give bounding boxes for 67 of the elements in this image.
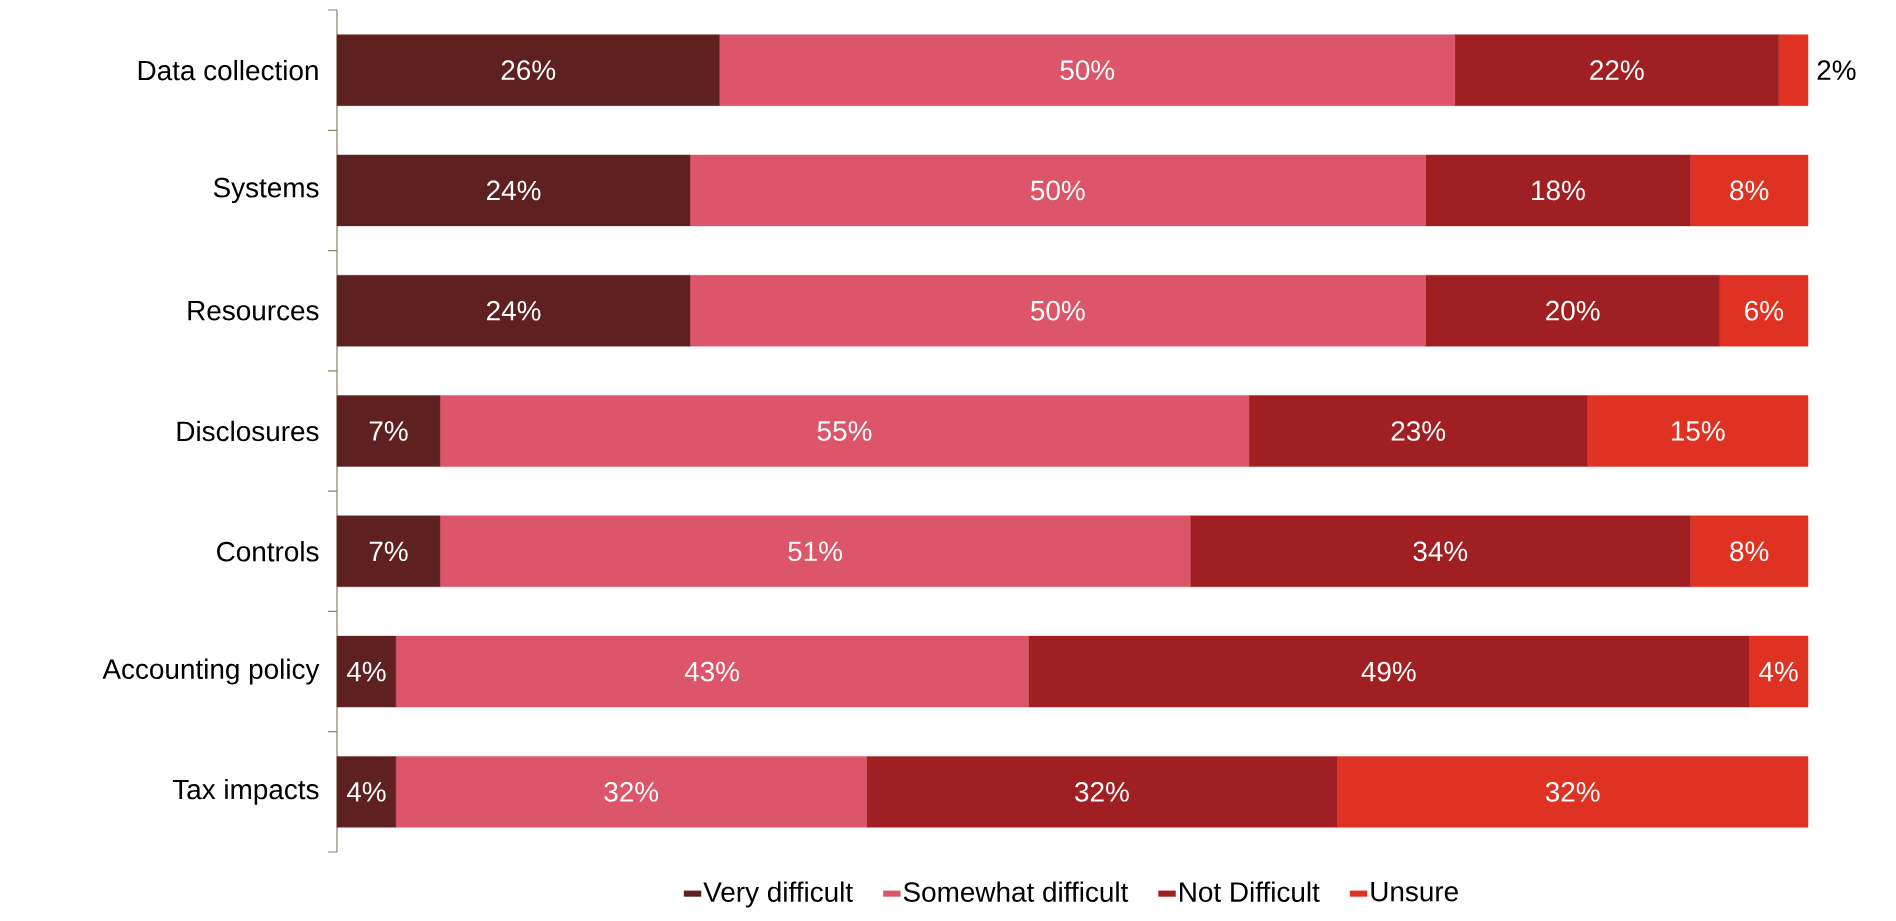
data-label: 50% — [1031, 180, 1085, 201]
y-tick-label: Resources — [188, 300, 319, 321]
bar — [1248, 395, 1588, 467]
bar — [1425, 154, 1691, 227]
data-label: 6% — [1745, 300, 1784, 321]
bar — [439, 515, 1191, 587]
data-label: 8% — [1730, 180, 1769, 201]
data-label: 4% — [1759, 661, 1798, 682]
bar — [1337, 756, 1809, 828]
data-label: 8% — [1730, 541, 1769, 562]
data-label: 50% — [1060, 60, 1115, 80]
data-label: 24% — [487, 300, 541, 321]
bar — [1028, 635, 1750, 708]
data-label: 43% — [684, 661, 740, 682]
data-label: 7% — [369, 421, 408, 441]
legend-label: Unsure — [1371, 881, 1458, 902]
data-label: 18% — [1532, 180, 1585, 201]
data-label: 51% — [788, 541, 842, 562]
bar — [1778, 34, 1809, 106]
bar — [336, 515, 441, 587]
data-label: 26% — [501, 60, 556, 80]
y-tick-label: Data collection — [138, 59, 318, 81]
bar — [395, 635, 1029, 708]
bar — [1690, 515, 1809, 587]
bar — [719, 34, 1456, 106]
legend-label: Somewhat difficult — [903, 881, 1129, 902]
bar — [336, 635, 397, 708]
data-label: 4% — [346, 782, 386, 802]
bar — [1690, 154, 1809, 227]
legend-label: Not Difficult — [1180, 881, 1320, 902]
bar — [336, 756, 397, 828]
data-label: 50% — [1031, 300, 1085, 321]
data-label: 7% — [369, 541, 408, 562]
y-tick-label: Controls — [217, 541, 319, 562]
data-label: 20% — [1546, 300, 1600, 321]
data-label: 22% — [1590, 60, 1644, 80]
bar — [689, 154, 1426, 227]
bar — [689, 275, 1426, 347]
bar — [1425, 275, 1720, 347]
bar — [336, 34, 720, 106]
bar — [1189, 515, 1691, 587]
bar — [439, 395, 1250, 467]
bar — [1587, 395, 1809, 467]
bar — [1719, 275, 1809, 347]
data-label: 15% — [1671, 421, 1725, 441]
y-tick-label: Accounting policy — [102, 658, 320, 685]
data-label: 23% — [1391, 421, 1446, 441]
data-label: 34% — [1413, 541, 1468, 562]
data-label: 24% — [487, 180, 541, 201]
data-label: 32% — [604, 781, 659, 802]
bar — [336, 395, 441, 467]
bar — [1454, 34, 1779, 106]
legend-label: Very difficult — [703, 881, 853, 908]
bar — [336, 154, 691, 227]
data-label: 2% — [1817, 60, 1856, 80]
data-label: 32% — [1545, 781, 1600, 802]
y-tick-label: Disclosures — [177, 420, 319, 442]
y-tick-label: Tax impacts — [172, 778, 319, 805]
data-label: 49% — [1361, 661, 1416, 682]
y-tick-label: Systems — [213, 177, 319, 204]
data-label: 32% — [1075, 781, 1129, 802]
bar — [336, 275, 691, 347]
data-label: 4% — [346, 661, 386, 682]
bar — [866, 756, 1338, 828]
bar — [1748, 635, 1809, 708]
data-label: 55% — [817, 421, 872, 441]
bar — [395, 756, 867, 828]
